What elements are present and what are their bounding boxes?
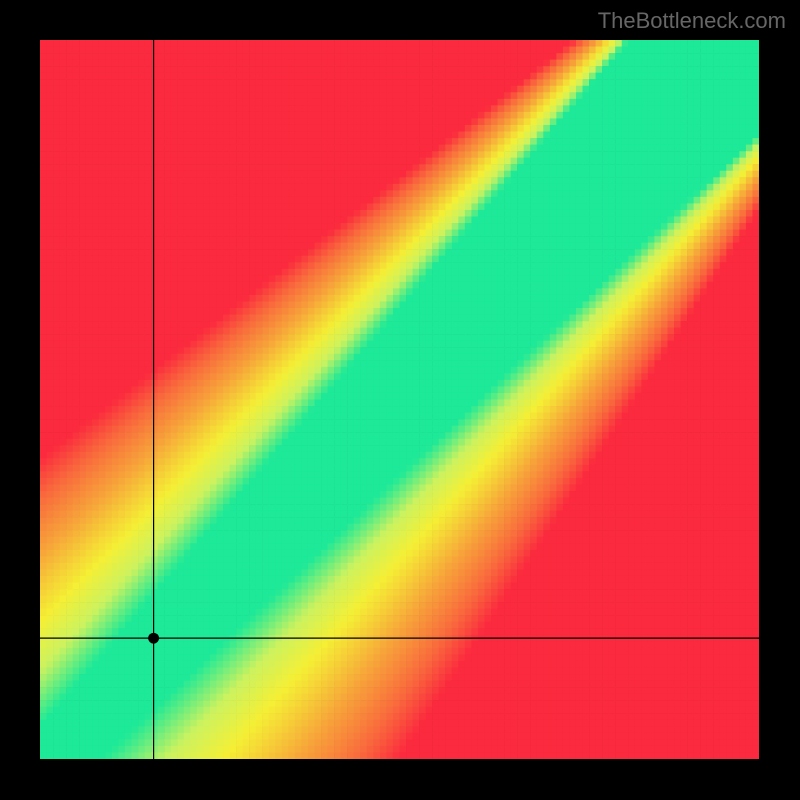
heatmap-canvas <box>40 40 759 759</box>
plot-area <box>40 40 759 759</box>
watermark-text: TheBottleneck.com <box>598 8 786 34</box>
chart-container: TheBottleneck.com <box>0 0 800 800</box>
